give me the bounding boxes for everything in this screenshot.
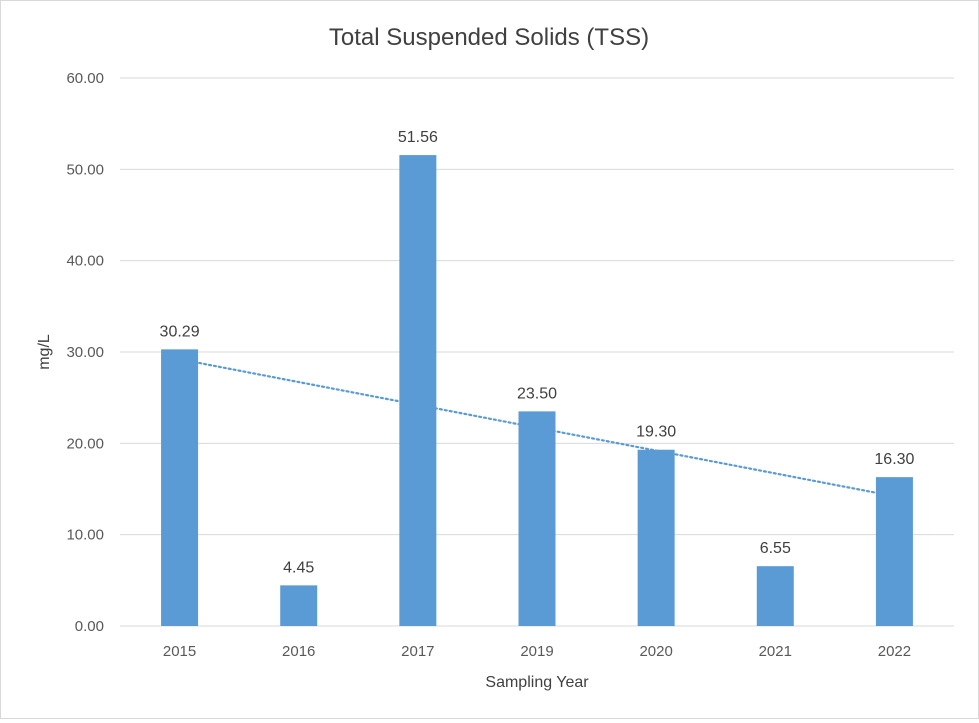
bar-2015: [161, 349, 199, 626]
bar-2022: [875, 477, 913, 626]
bar-2021: [756, 566, 794, 626]
x-tick-label: 2015: [163, 643, 196, 660]
y-axis-ticks: 0.00 10.00 20.00 30.00 40.00 50.00 60.00: [66, 70, 104, 635]
bar-2016: [280, 585, 318, 626]
bar-2019: [518, 411, 556, 626]
chart-title: Total Suspended Solids (TSS): [329, 24, 649, 51]
data-label: 4.45: [283, 559, 314, 576]
x-tick-label: 2019: [520, 643, 553, 660]
data-label: 19.30: [636, 424, 676, 441]
x-tick-label: 2021: [759, 643, 792, 660]
bar-2017: [399, 155, 437, 626]
data-label: 6.55: [760, 540, 791, 557]
y-tick-label: 0.00: [75, 618, 104, 635]
trendline: [178, 358, 896, 498]
y-tick-label: 60.00: [66, 70, 104, 87]
x-tick-label: 2017: [401, 643, 434, 660]
data-labels: 30.29 4.45 51.56 23.50 19.30 6.55 16.30: [160, 129, 915, 576]
data-label: 30.29: [160, 323, 200, 340]
data-label: 51.56: [398, 129, 438, 146]
data-label: 16.30: [874, 451, 914, 468]
y-tick-label: 40.00: [66, 253, 104, 270]
x-tick-label: 2022: [878, 643, 911, 660]
x-axis-ticks: 2015 2016 2017 2019 2020 2021 2022: [163, 643, 911, 660]
x-tick-label: 2016: [282, 643, 315, 660]
y-tick-label: 10.00: [66, 527, 104, 544]
trendline-group: [178, 358, 896, 498]
data-label: 23.50: [517, 385, 557, 402]
x-axis-label: Sampling Year: [485, 674, 589, 691]
y-tick-label: 30.00: [66, 344, 104, 361]
x-tick-label: 2020: [639, 643, 672, 660]
bar-2020: [637, 449, 675, 626]
y-tick-label: 20.00: [66, 435, 104, 452]
y-axis-label: mg/L: [36, 334, 53, 370]
y-tick-label: 50.00: [66, 161, 104, 178]
bars: [161, 155, 913, 626]
